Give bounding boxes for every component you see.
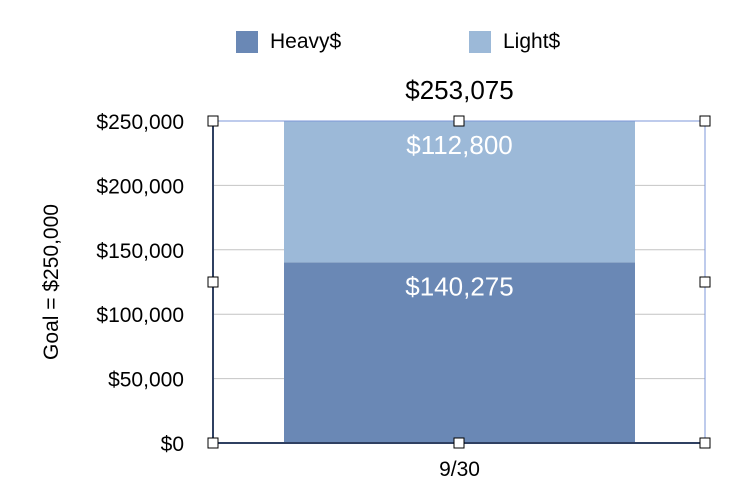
y-tick-label: $50,000: [108, 369, 184, 392]
legend-swatch-heavy: [236, 31, 258, 53]
legend-label-heavy: Heavy$: [270, 30, 342, 53]
legend: Heavy$: [236, 30, 341, 54]
legend: Light$: [469, 30, 560, 54]
y-tick-label: $250,000: [96, 111, 184, 134]
y-tick-label: $200,000: [96, 175, 184, 198]
legend-label-light: Light$: [503, 30, 561, 53]
resize-handle[interactable]: [207, 437, 219, 449]
y-tick-label: $150,000: [96, 240, 184, 263]
resize-handle[interactable]: [699, 115, 711, 127]
resize-handle[interactable]: [699, 437, 711, 449]
bar-segment-light: [284, 121, 635, 263]
data-label: $140,275: [405, 271, 513, 301]
bar-segment-heavy: [284, 262, 635, 443]
legend-swatch-light: [469, 31, 491, 53]
x-tick-label: 9/30: [439, 458, 480, 481]
resize-handle[interactable]: [207, 115, 219, 127]
resize-handle[interactable]: [699, 276, 711, 288]
y-tick-label: $0: [161, 433, 184, 456]
resize-handle[interactable]: [453, 437, 465, 449]
y-tick-label: $100,000: [96, 304, 184, 327]
total-label: $253,075: [405, 75, 513, 105]
resize-handle[interactable]: [207, 276, 219, 288]
resize-handle[interactable]: [453, 115, 465, 127]
data-label: $112,800: [406, 130, 513, 160]
y-axis-title: Goal = $250,000: [40, 204, 63, 360]
